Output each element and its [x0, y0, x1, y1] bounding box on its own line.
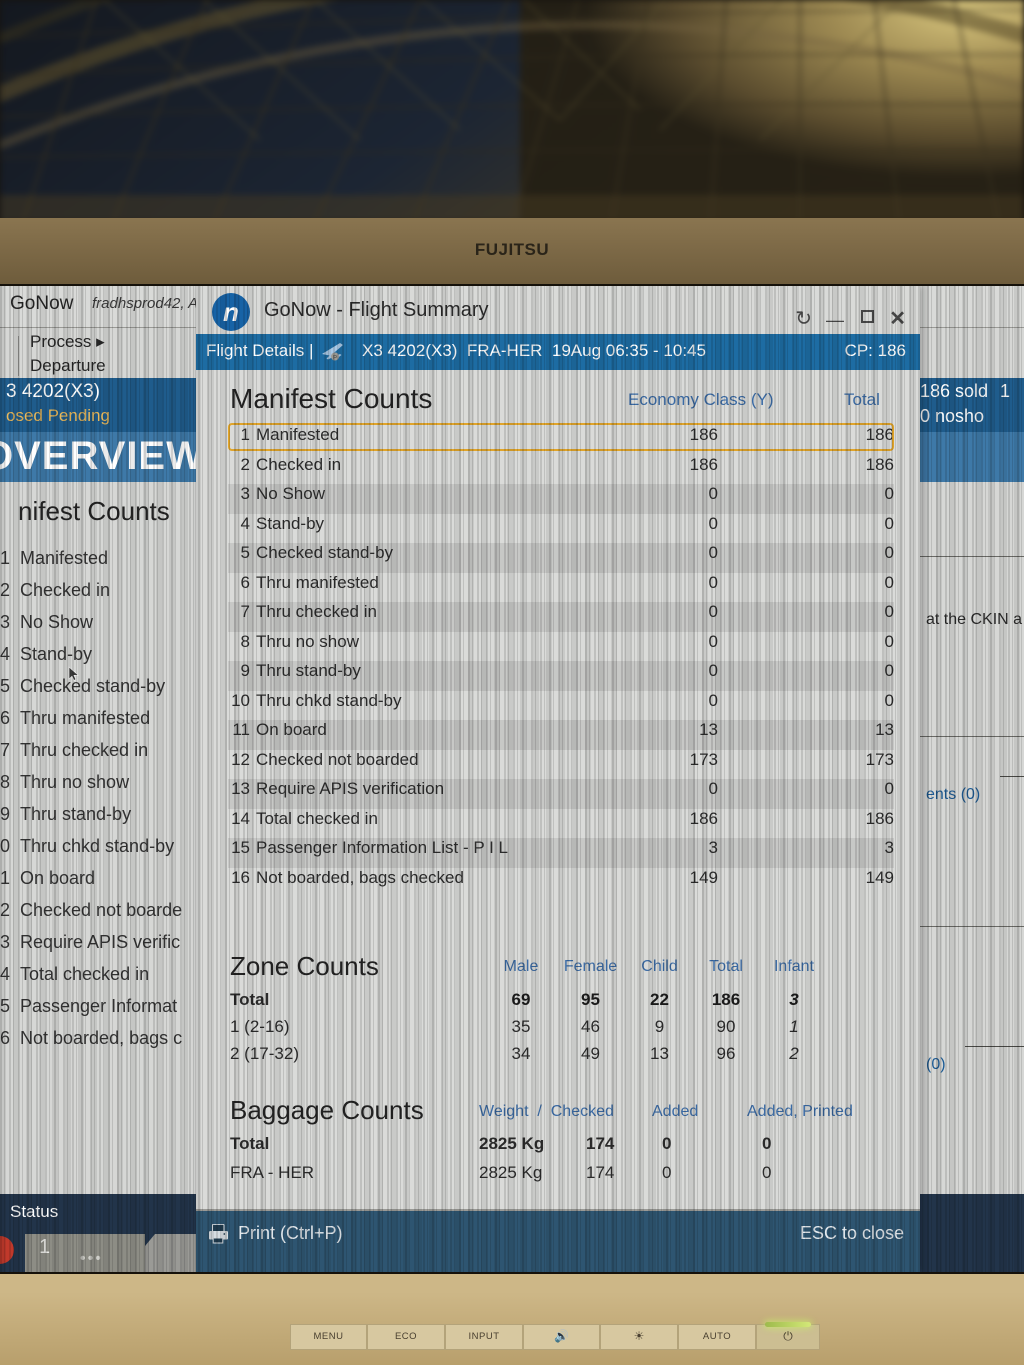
svg-text:P: P: [333, 356, 337, 362]
